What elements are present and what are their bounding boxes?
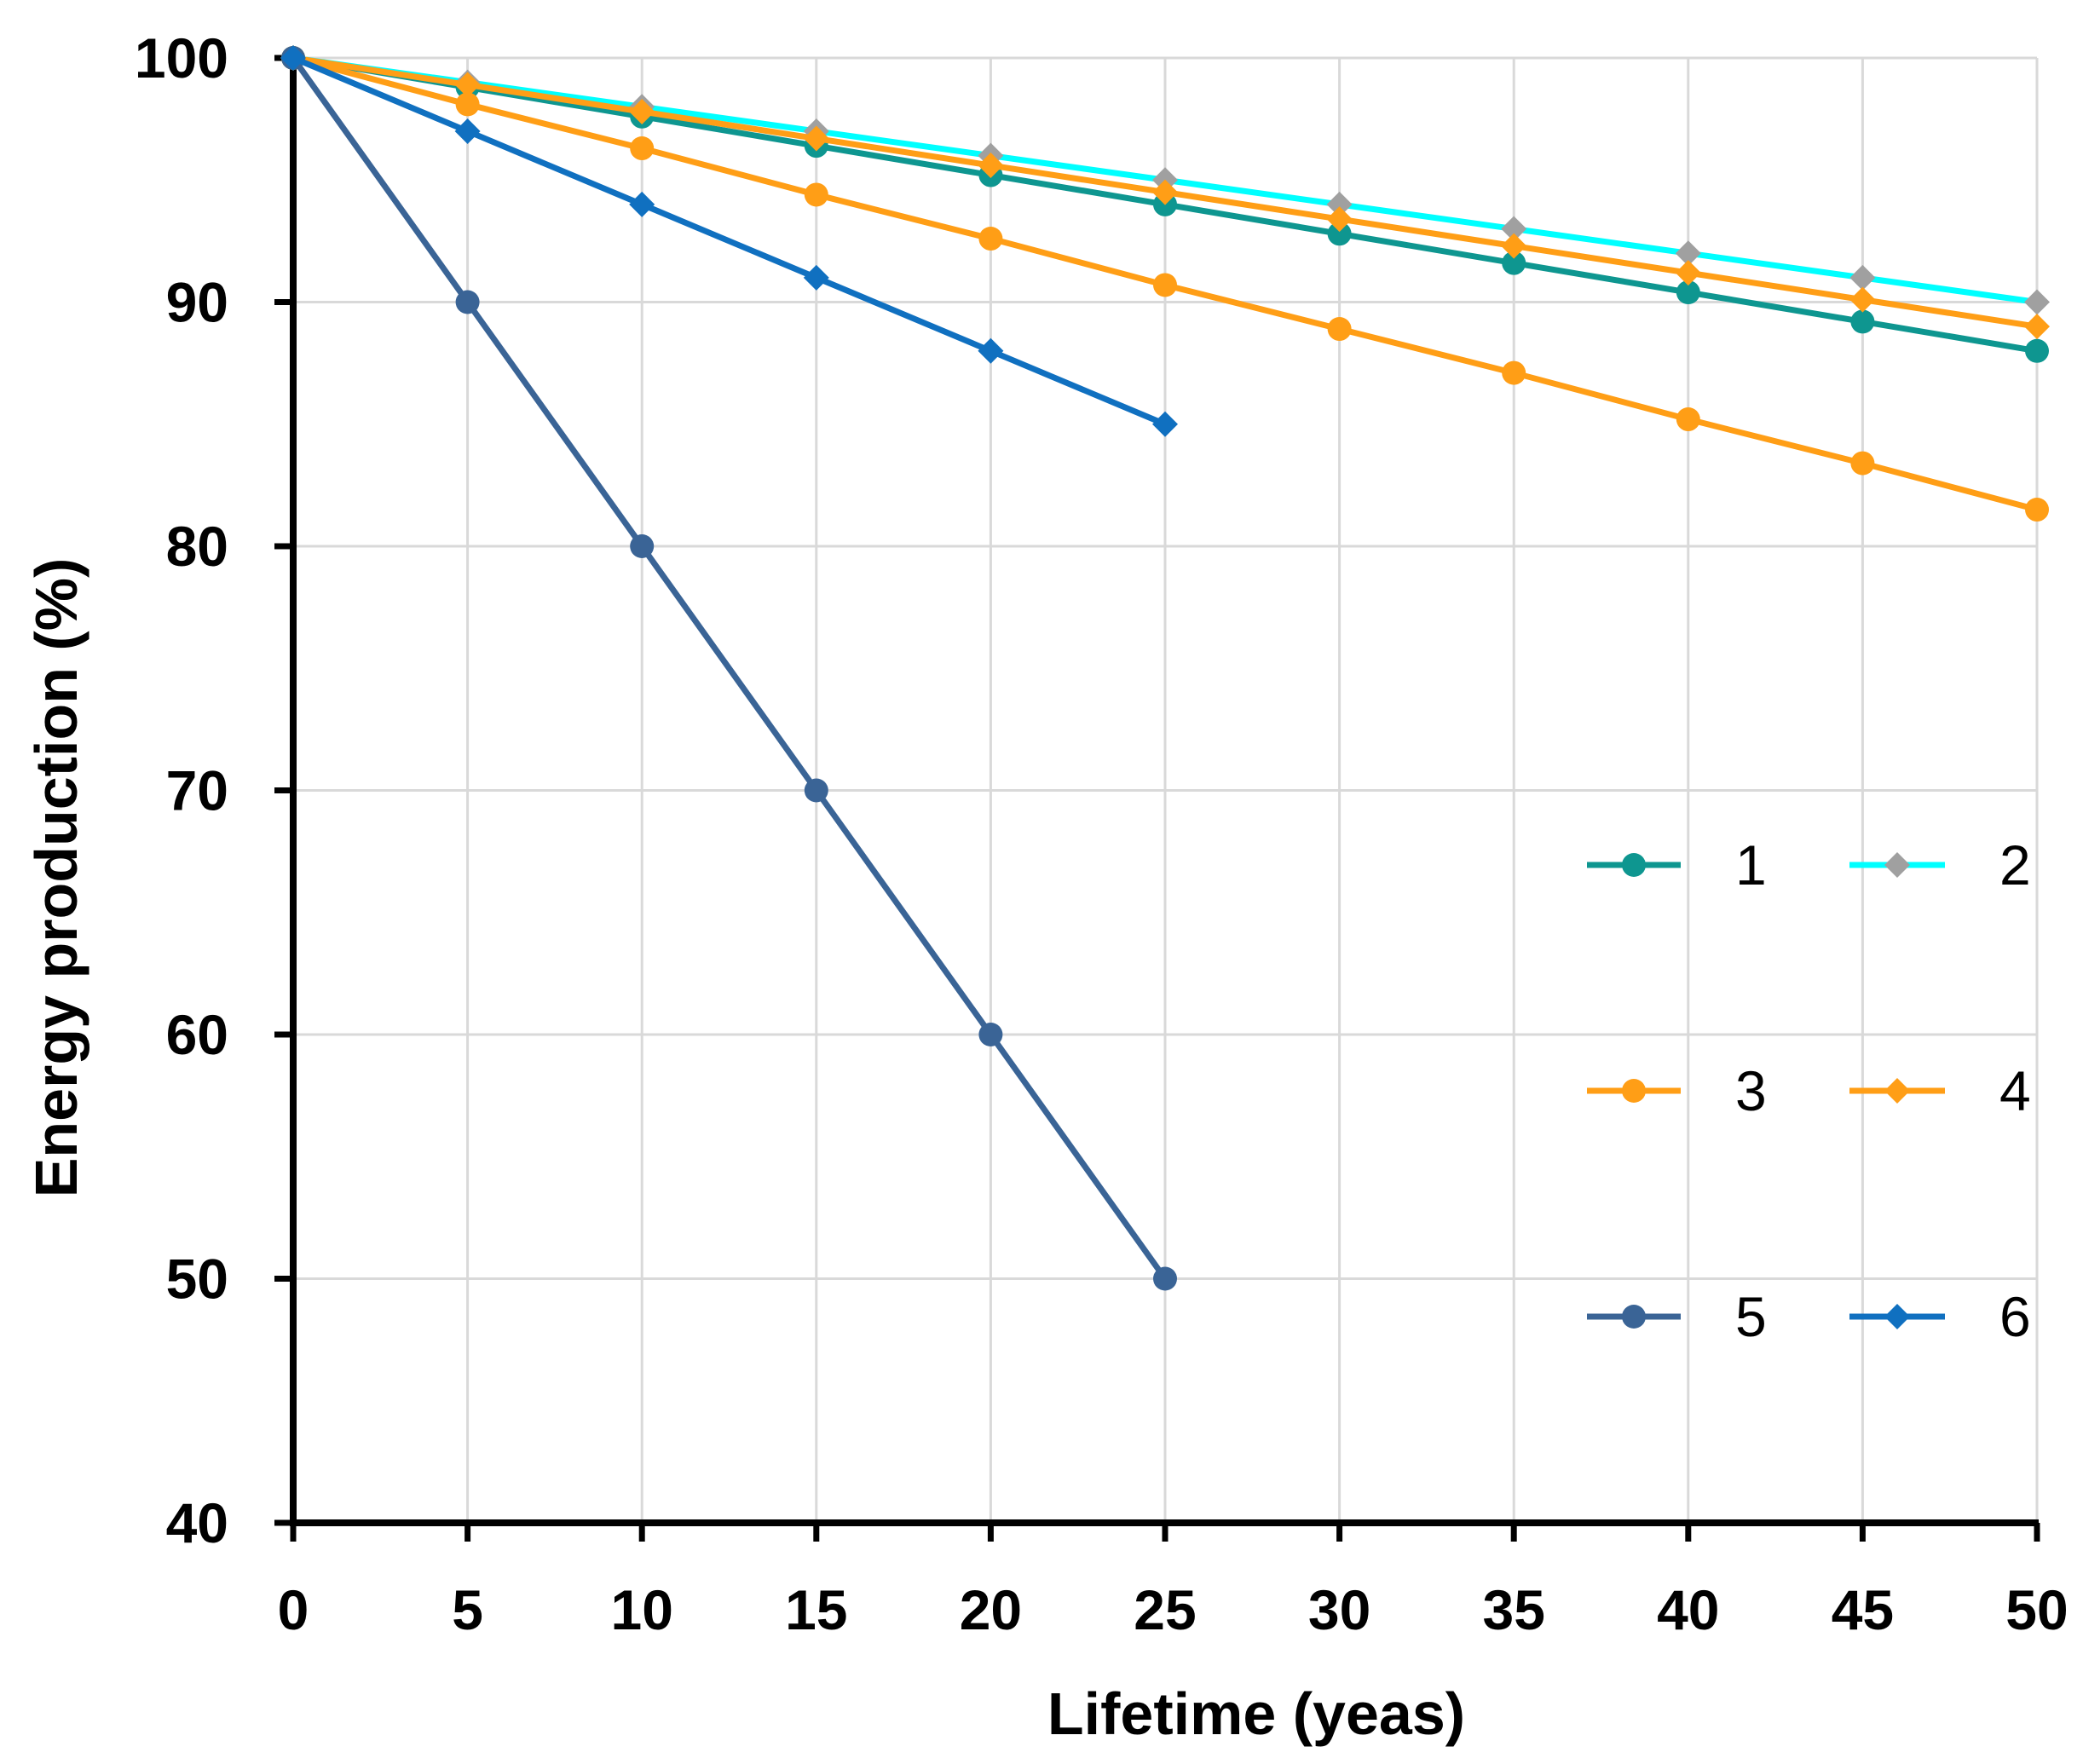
data-point	[2024, 314, 2050, 340]
legend-marker	[1622, 853, 1646, 877]
data-point	[1675, 240, 1701, 267]
x-tick-label: 40	[1657, 1578, 1719, 1641]
data-point	[803, 125, 829, 152]
legend-marker	[1884, 1078, 1910, 1104]
data-point	[1501, 216, 1527, 242]
data-point	[1153, 1266, 1177, 1291]
data-point	[455, 92, 480, 117]
data-point	[1675, 260, 1701, 286]
legend-label: 2	[1999, 833, 2031, 896]
series-6	[280, 45, 1178, 437]
legend-label: 5	[1735, 1285, 1767, 1348]
legend-marker	[1884, 852, 1910, 878]
data-point	[804, 182, 828, 207]
data-point	[1850, 451, 1875, 476]
data-point	[1849, 264, 1876, 291]
x-axis-title: Lifetime (yeas)	[1047, 1680, 1465, 1747]
data-point	[1152, 179, 1178, 205]
data-point	[978, 227, 1003, 251]
legend-label: 4	[1999, 1059, 2031, 1122]
x-tick-label: 25	[1134, 1578, 1196, 1641]
data-point	[978, 153, 1004, 179]
data-point	[455, 290, 480, 314]
x-tick-label: 45	[1832, 1578, 1894, 1641]
x-tick-label: 10	[610, 1578, 672, 1641]
y-tick-label: 70	[166, 759, 228, 822]
y-tick-label: 50	[166, 1248, 228, 1311]
data-point	[2024, 289, 2050, 315]
legend: 1 2 3 4 5 6	[1587, 833, 2031, 1348]
data-point	[1502, 360, 1526, 385]
y-tick-label: 40	[166, 1491, 228, 1554]
data-point	[1327, 317, 1352, 342]
x-tick-label: 15	[785, 1578, 847, 1641]
y-tick-label: 90	[166, 271, 228, 334]
data-point	[1850, 309, 1875, 334]
legend-entry-1: 1	[1587, 833, 1767, 896]
legend-entry-5: 5	[1587, 1285, 1767, 1348]
data-point	[629, 191, 655, 217]
data-point	[280, 45, 306, 71]
data-point	[978, 1023, 1003, 1046]
legend-marker	[1884, 1304, 1910, 1329]
x-tick-label: 20	[960, 1578, 1022, 1641]
data-point	[454, 118, 481, 144]
data-point	[978, 337, 1004, 364]
data-point	[630, 534, 655, 558]
x-tick-label: 30	[1308, 1578, 1370, 1641]
data-point	[1849, 286, 1876, 313]
x-tick-label: 0	[278, 1578, 309, 1641]
y-axis-title: Energy production (%)	[23, 558, 89, 1198]
series-line-5	[291, 55, 1168, 1281]
data-point	[1502, 251, 1526, 275]
data-point	[1327, 222, 1352, 246]
data-point	[803, 264, 829, 291]
data-point	[1326, 191, 1353, 217]
legend-label: 6	[1999, 1285, 2031, 1348]
data-point	[1676, 407, 1700, 432]
data-point	[454, 72, 481, 98]
x-tick-label: 50	[2005, 1578, 2068, 1641]
y-tick-label: 80	[166, 515, 228, 578]
data-point	[1326, 206, 1353, 233]
y-tick-label: 60	[166, 1003, 228, 1066]
series-line-6	[291, 55, 1167, 427]
data-point	[1676, 280, 1700, 305]
data-point	[804, 778, 828, 803]
legend-entry-4: 4	[1849, 1059, 2031, 1122]
data-point	[1152, 411, 1178, 437]
legend-label: 3	[1735, 1059, 1767, 1122]
data-point	[629, 99, 655, 125]
data-point	[2025, 338, 2049, 363]
legend-entry-3: 3	[1587, 1059, 1767, 1122]
legend-marker	[1622, 1079, 1646, 1103]
data-point	[1153, 273, 1177, 297]
data-series	[280, 45, 2050, 1291]
data-point	[1501, 233, 1527, 259]
x-tick-label: 5	[452, 1578, 483, 1641]
x-tick-label: 35	[1482, 1578, 1544, 1641]
legend-entry-6: 6	[1849, 1285, 2031, 1348]
legend-entry-2: 2	[1849, 833, 2031, 896]
y-tick-label: 100	[135, 26, 228, 89]
legend-marker	[1622, 1305, 1646, 1329]
legend-label: 1	[1735, 833, 1767, 896]
data-point	[630, 136, 655, 161]
data-point	[2025, 498, 2049, 522]
